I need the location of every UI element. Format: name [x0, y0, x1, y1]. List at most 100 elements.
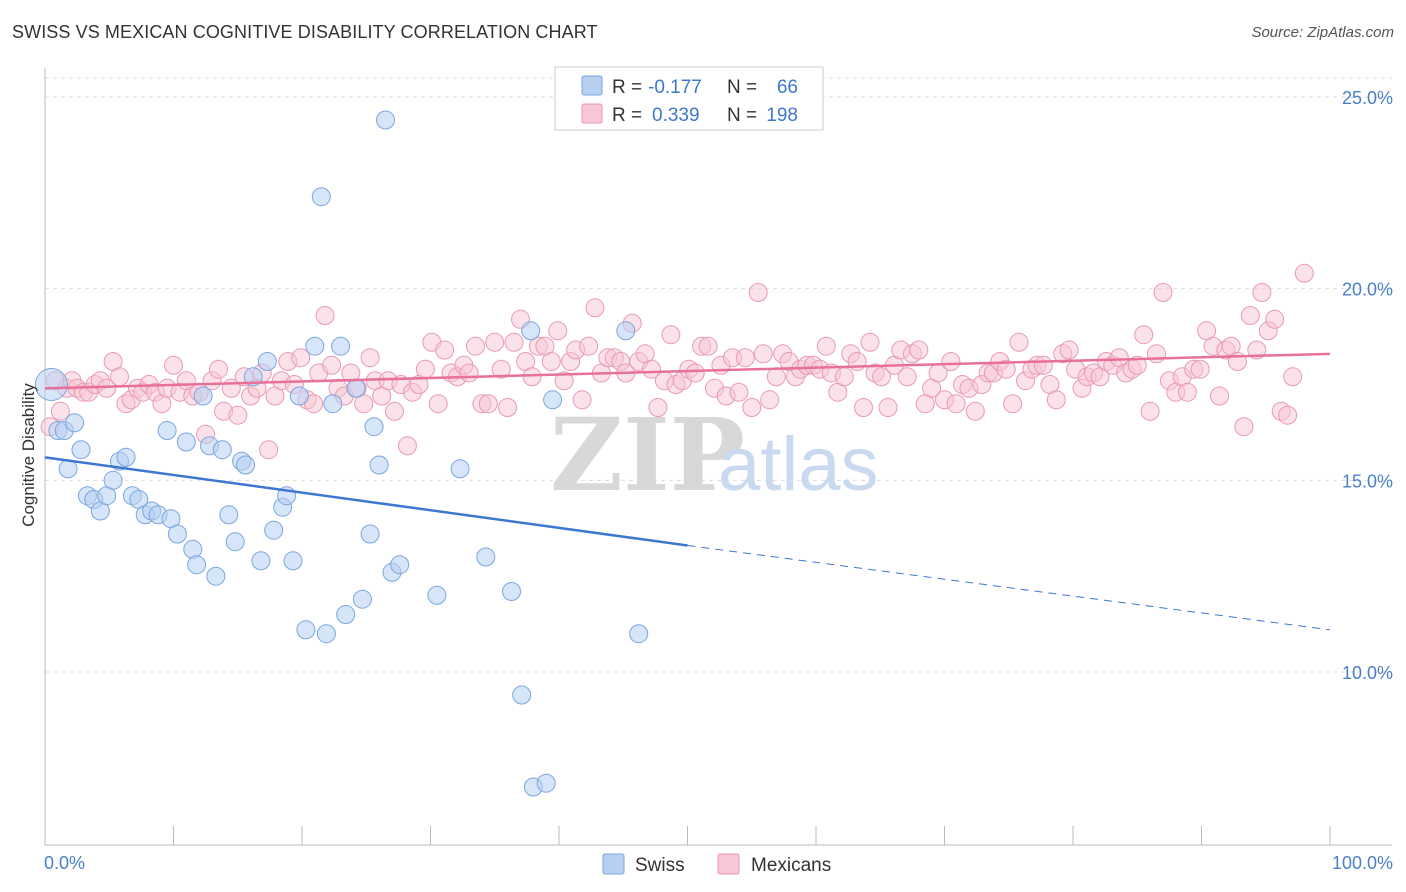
mexicans-point-192: [1234, 417, 1254, 437]
bottom-legend-label-mexicans: Mexicans: [751, 855, 831, 876]
mexicans-point-197: [1265, 309, 1285, 329]
mexicans-point-193: [1240, 306, 1260, 325]
mexicans-point-201: [1294, 263, 1314, 283]
mexicans-point-21: [164, 355, 183, 375]
swiss-point-59: [512, 685, 532, 705]
mexicans-point-155: [1003, 394, 1023, 414]
mexicans-point-28: [209, 359, 228, 379]
legend-n-value-mexicans: 198: [766, 105, 798, 126]
swiss-trend-line: [44, 456, 688, 547]
mexicans-point-98: [648, 398, 668, 417]
swiss-point-34: [257, 352, 277, 371]
swiss-point-26: [206, 566, 226, 586]
mexicans-point-88: [585, 298, 605, 318]
swiss-point-5: [71, 440, 91, 460]
legend-r-label-swiss: R =: [612, 77, 642, 98]
watermark-atlas: atlas: [718, 422, 879, 507]
mexicans-point-140: [909, 340, 929, 360]
mexicans-point-128: [834, 367, 854, 387]
mexicans-point-68: [459, 363, 479, 383]
swiss-point-62: [536, 773, 556, 793]
x-tick-label-1: 100.0%: [1332, 853, 1393, 873]
mexicans-point-104: [685, 363, 705, 383]
trend-lines: [44, 352, 1331, 631]
mexicans-point-31: [228, 405, 248, 425]
swiss-point-57: [476, 547, 496, 567]
legend-r-label-mexicans: R =: [612, 105, 642, 126]
mexicans-point-78: [522, 367, 542, 387]
mexicans-point-86: [572, 390, 592, 410]
swiss-point-47: [346, 378, 366, 398]
mexicans-point-41: [291, 348, 311, 368]
mexicans-point-56: [385, 401, 404, 421]
swiss-point-39: [289, 386, 309, 406]
watermark-zip: ZIP: [550, 396, 745, 514]
mexicans-point-117: [766, 367, 786, 387]
mexicans-point-112: [735, 348, 755, 368]
swiss-point-46: [336, 605, 356, 624]
mexicans-point-138: [897, 367, 917, 387]
mexicans-point-113: [742, 398, 762, 417]
mexicans-point-12: [110, 367, 129, 387]
mexicans-point-156: [1009, 332, 1029, 352]
mexicans-point-179: [1153, 283, 1173, 302]
mexicans-point-74: [498, 398, 518, 417]
swiss-point-58: [502, 582, 521, 601]
mexicans-point-116: [760, 390, 780, 410]
swiss-point-32: [243, 367, 263, 387]
legend-n-value-swiss: 66: [777, 77, 798, 98]
swiss-point-29: [225, 532, 245, 552]
mexicans-point-63: [428, 394, 448, 414]
legend: R = -0.177 N = 66 R = 0.339 N = 198: [554, 66, 824, 131]
tick-labels: 10.0% 15.0% 20.0% 25.0% 0.0% 100.0%: [44, 88, 1393, 873]
mexicans-point-114: [748, 283, 768, 302]
swiss-points: [34, 110, 649, 797]
mexicans-point-164: [1059, 340, 1079, 360]
mexicans-point-72: [485, 332, 505, 352]
mexicans-point-71: [478, 394, 498, 414]
mexicans-point-125: [816, 336, 836, 356]
legend-n-label-swiss: N =: [727, 77, 757, 98]
swiss-point-51: [369, 455, 389, 475]
mexicans-trend-line: [44, 352, 1331, 390]
mexicans-point-145: [941, 352, 961, 371]
watermark: ZIP atlas: [550, 396, 879, 514]
y-tick-label-2: 20.0%: [1342, 280, 1393, 300]
swiss-point-54: [390, 555, 410, 575]
mexicans-point-154: [996, 359, 1016, 379]
source-label: Source: ZipAtlas.com: [1251, 24, 1394, 41]
mexicans-point-87: [579, 336, 599, 356]
mexicans-point-64: [435, 340, 455, 360]
mexicans-point-106: [698, 336, 718, 356]
chart-title: SWISS VS MEXICAN COGNITIVE DISABILITY CO…: [12, 22, 598, 42]
mexicans-point-58: [397, 436, 417, 456]
swiss-point-10: [103, 470, 123, 490]
mexicans-point-135: [878, 398, 898, 417]
swiss-point-41: [305, 336, 325, 356]
mexicans-point-200: [1283, 367, 1303, 387]
swiss-point-63: [543, 390, 563, 410]
mexicans-point-10: [97, 378, 117, 398]
y-tick-label-3: 25.0%: [1342, 88, 1393, 108]
mexicans-point-82: [548, 321, 568, 341]
mexicans-point-115: [753, 344, 773, 364]
swiss-point-24: [193, 386, 213, 406]
swiss-point-56: [450, 459, 470, 479]
swiss-point-42: [311, 187, 331, 207]
swiss-point-50: [364, 417, 384, 437]
legend-r-value-mexicans: 0.339: [652, 105, 700, 126]
swiss-point-64: [616, 321, 636, 341]
mexicans-point-132: [860, 332, 880, 352]
mexicans-point-195: [1252, 283, 1272, 302]
swiss-point-52: [376, 110, 395, 130]
x-tick-label-0: 0.0%: [44, 853, 85, 873]
mexicans-point-45: [315, 306, 335, 325]
mexicans-point-83: [554, 371, 574, 391]
mexicans-point-46: [322, 355, 342, 375]
swiss-point-18: [157, 421, 177, 440]
mexicans-point-134: [872, 367, 891, 387]
swiss-point-44: [323, 394, 343, 414]
swiss-point-40: [296, 620, 316, 640]
swiss-point-45: [331, 336, 351, 356]
mexicans-point-69: [466, 336, 485, 356]
